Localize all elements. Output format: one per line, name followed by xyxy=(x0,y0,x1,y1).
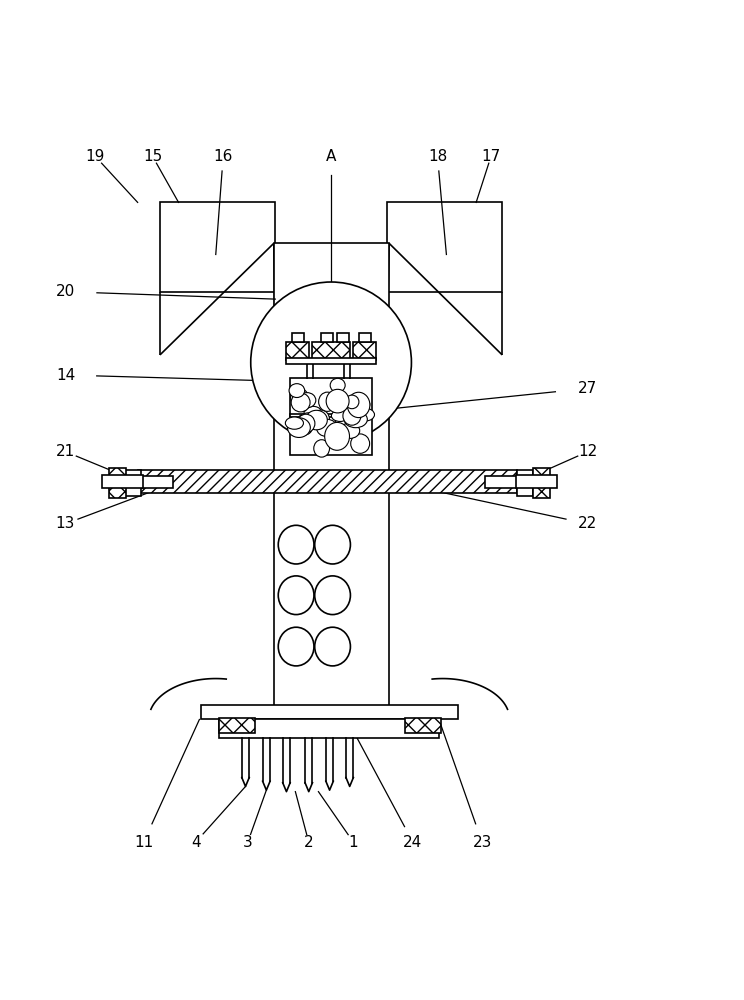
Ellipse shape xyxy=(330,378,345,392)
Ellipse shape xyxy=(303,406,324,428)
Bar xyxy=(109,468,126,498)
Ellipse shape xyxy=(318,392,336,411)
Ellipse shape xyxy=(315,627,350,666)
Bar xyxy=(387,202,502,292)
Ellipse shape xyxy=(340,423,359,438)
Text: 20: 20 xyxy=(56,284,75,299)
Ellipse shape xyxy=(306,410,327,430)
Ellipse shape xyxy=(357,399,370,409)
Bar xyxy=(292,333,304,342)
Text: 18: 18 xyxy=(428,149,447,164)
Ellipse shape xyxy=(343,406,361,425)
Text: 3: 3 xyxy=(243,835,253,850)
Ellipse shape xyxy=(356,408,374,421)
Bar xyxy=(138,476,173,488)
Text: 17: 17 xyxy=(481,149,501,164)
Bar xyxy=(138,470,517,493)
Ellipse shape xyxy=(345,395,359,409)
Ellipse shape xyxy=(315,525,350,564)
Ellipse shape xyxy=(331,410,349,421)
Circle shape xyxy=(251,282,411,443)
Text: 27: 27 xyxy=(578,381,597,396)
Bar xyxy=(286,342,309,360)
Text: 16: 16 xyxy=(214,149,233,164)
Bar xyxy=(125,470,141,496)
Text: 22: 22 xyxy=(578,516,597,531)
Ellipse shape xyxy=(336,413,350,426)
Ellipse shape xyxy=(315,576,350,615)
Ellipse shape xyxy=(289,384,304,398)
Ellipse shape xyxy=(326,389,349,413)
Text: 11: 11 xyxy=(134,835,153,850)
Ellipse shape xyxy=(287,418,310,437)
Bar xyxy=(290,414,372,455)
Text: 24: 24 xyxy=(403,835,423,850)
Ellipse shape xyxy=(314,440,330,457)
Ellipse shape xyxy=(291,393,310,412)
Bar xyxy=(517,470,533,496)
Text: 1: 1 xyxy=(349,835,358,850)
Ellipse shape xyxy=(291,388,308,406)
Ellipse shape xyxy=(316,419,337,437)
Text: 13: 13 xyxy=(56,516,75,531)
Text: 15: 15 xyxy=(143,149,162,164)
Bar xyxy=(160,202,275,292)
Ellipse shape xyxy=(324,422,350,450)
Text: A: A xyxy=(326,149,336,164)
Ellipse shape xyxy=(350,434,370,453)
Bar xyxy=(102,475,143,488)
Bar xyxy=(405,718,441,733)
Ellipse shape xyxy=(297,414,315,433)
Ellipse shape xyxy=(347,392,370,418)
Ellipse shape xyxy=(286,417,304,429)
Bar xyxy=(353,342,376,360)
Text: 21: 21 xyxy=(56,444,75,459)
Text: 2: 2 xyxy=(304,835,313,850)
Bar xyxy=(290,378,372,417)
Bar xyxy=(321,333,333,342)
Ellipse shape xyxy=(278,627,314,666)
Bar xyxy=(516,475,557,488)
Bar xyxy=(485,476,521,488)
Text: 14: 14 xyxy=(56,368,75,383)
Ellipse shape xyxy=(298,393,315,408)
Text: 23: 23 xyxy=(472,835,492,850)
Bar xyxy=(286,358,376,364)
Bar xyxy=(312,342,350,360)
Ellipse shape xyxy=(298,413,321,429)
Text: 19: 19 xyxy=(86,149,105,164)
Bar xyxy=(201,705,458,719)
Bar xyxy=(337,333,349,342)
Ellipse shape xyxy=(278,576,314,615)
Bar xyxy=(219,719,439,738)
Bar xyxy=(219,718,255,733)
Bar xyxy=(533,468,550,498)
Text: 12: 12 xyxy=(578,444,597,459)
Ellipse shape xyxy=(312,410,330,428)
Ellipse shape xyxy=(278,525,314,564)
Text: 4: 4 xyxy=(191,835,200,850)
Bar xyxy=(359,333,371,342)
Ellipse shape xyxy=(344,411,368,428)
Bar xyxy=(274,243,389,727)
Ellipse shape xyxy=(295,422,312,435)
